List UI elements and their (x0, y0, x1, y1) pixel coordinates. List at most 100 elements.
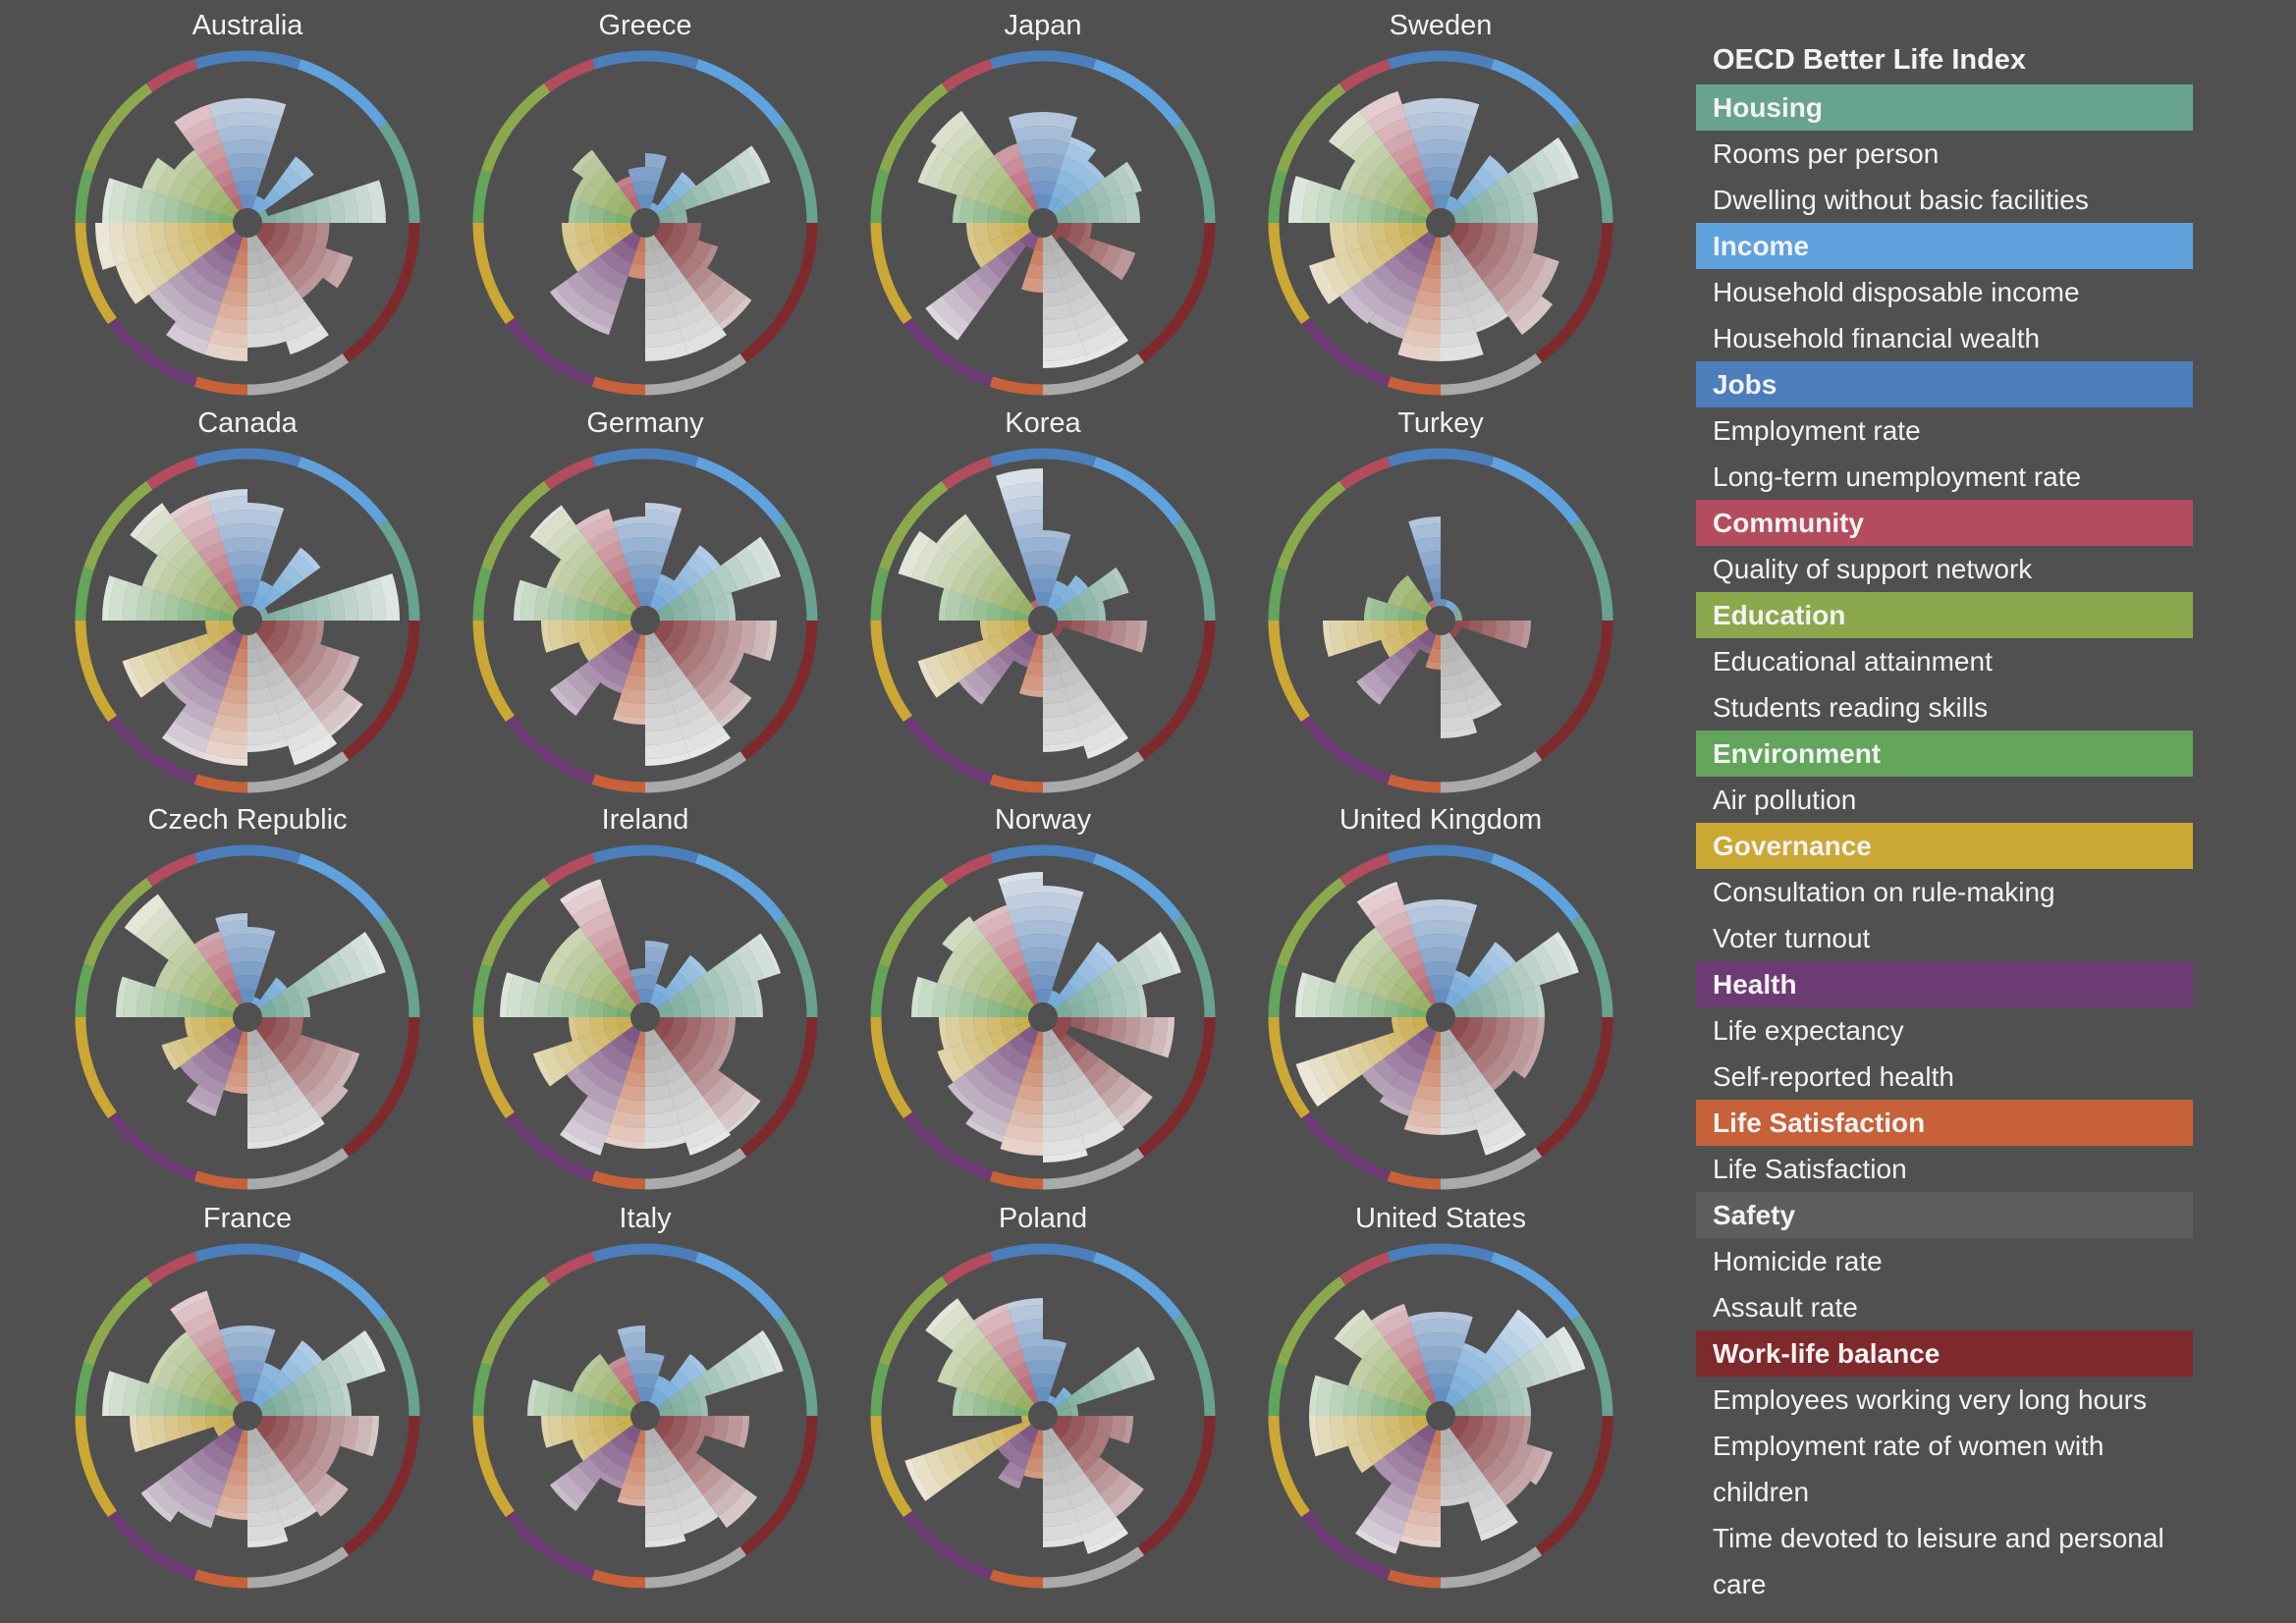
wedge-band (1427, 1374, 1441, 1389)
wedge-band (230, 195, 244, 211)
wedge-band (109, 223, 130, 266)
wedge-band (280, 1448, 304, 1473)
wedge-band (1069, 1017, 1085, 1031)
wedge-quality-of-support-network (193, 931, 244, 1005)
wedge-band (247, 1430, 256, 1444)
wedge-band (208, 496, 247, 515)
wedge-band (628, 1360, 645, 1377)
wedge-band (1357, 1389, 1375, 1416)
wedge-band (1043, 1083, 1069, 1101)
wedge-band (1441, 920, 1471, 939)
wedge-band (247, 578, 261, 594)
wedge-band (1412, 1416, 1427, 1425)
wedge-band (653, 628, 669, 644)
wedge-band (620, 580, 637, 598)
wedge-dwelling-without-basic-facilities (259, 608, 268, 617)
wedge-band (1043, 112, 1077, 131)
wedge-band (1012, 523, 1043, 542)
wedge-band (290, 732, 338, 766)
wedge-consultation-on-rule-making (562, 223, 631, 249)
wedge-band (1406, 1034, 1424, 1052)
wedge-household-financial-wealth (1047, 136, 1097, 211)
wedge-homicide-rate (247, 1430, 289, 1547)
wedge-band (247, 1360, 265, 1377)
wedge-band (259, 1398, 275, 1412)
wedge-band (1497, 1367, 1520, 1395)
wedge-band (247, 1521, 287, 1541)
wedge-band (724, 987, 742, 1017)
wedge-band (1043, 1339, 1067, 1350)
wedge-band (668, 595, 685, 613)
wedge-band (603, 1416, 619, 1430)
wedge-band (534, 1381, 553, 1416)
wedge-band (191, 960, 215, 985)
center-hole (1426, 208, 1455, 238)
wedge-band (1043, 354, 1088, 368)
wedge-band (206, 666, 231, 687)
wedge-dwelling-without-basic-facilities (1452, 137, 1579, 219)
wedge-band (191, 1448, 215, 1473)
wedge-band (575, 621, 592, 642)
wedge-band (198, 1472, 227, 1495)
wedge-employment-rate-of-women-with-children (1055, 1420, 1110, 1457)
wedge-educational-attainment (1334, 1309, 1433, 1408)
wedge-band (959, 1017, 977, 1044)
wedge-band (588, 1448, 613, 1473)
wedge-band (735, 944, 764, 984)
wedge-band (724, 592, 736, 621)
wedge-band (1394, 1042, 1416, 1063)
wedge-band (628, 1029, 641, 1045)
wedge-band (562, 621, 579, 647)
wedge-band (649, 1029, 663, 1045)
ring-income (297, 59, 387, 129)
wedge-band (1441, 1360, 1458, 1377)
wedge-band (1043, 674, 1065, 690)
wedge-band (645, 738, 688, 759)
wedge-band (1043, 961, 1061, 978)
wedge-band (645, 1056, 663, 1073)
ring-health (1301, 317, 1392, 387)
wedge-band (303, 968, 327, 997)
wedge-band (1406, 586, 1424, 604)
wedge-band (288, 263, 315, 291)
wedge-band (198, 279, 227, 302)
wedge-band (544, 519, 580, 556)
wedge-band (1480, 1398, 1497, 1416)
chart-title: Turkey (1397, 407, 1484, 439)
wedge-band (636, 1031, 645, 1046)
wedge-band (569, 1017, 579, 1042)
wedge-band (1069, 209, 1085, 223)
wedge-band (1069, 607, 1085, 621)
wedge-band (1441, 328, 1480, 348)
wedge-band (264, 240, 282, 257)
wedge-band (1423, 1360, 1441, 1377)
wedge-band (1401, 1521, 1441, 1541)
wedge-band (1068, 687, 1101, 714)
wedge-band (1449, 1376, 1466, 1393)
wedge-long-term-unemployment-rate (208, 98, 247, 209)
wedge-band (314, 646, 341, 678)
wedge-band (645, 289, 672, 306)
ring-safety (246, 1546, 350, 1589)
wedge-band (226, 674, 247, 690)
wedge-band (247, 975, 261, 991)
wedge-band (1014, 1017, 1029, 1026)
wedge-band (662, 637, 680, 655)
wedge-band (261, 612, 276, 621)
wedge-band (1082, 603, 1099, 621)
wedge-band (1441, 660, 1458, 676)
wedge-band (222, 580, 240, 598)
wedge-band (123, 978, 142, 1017)
wedge-band (168, 271, 199, 302)
wedge-band (645, 1353, 665, 1363)
wedge-band (287, 621, 303, 638)
wedge-band (1463, 992, 1481, 1009)
ring-housing (1571, 518, 1613, 622)
wedge-band (1497, 243, 1520, 272)
wedge-band (1465, 247, 1487, 269)
wedge-band (668, 628, 685, 646)
wedge-band (230, 167, 247, 184)
wedge-band (247, 1031, 256, 1046)
wedge-homicide-rate (1043, 237, 1088, 368)
wedge-band (1096, 621, 1113, 642)
